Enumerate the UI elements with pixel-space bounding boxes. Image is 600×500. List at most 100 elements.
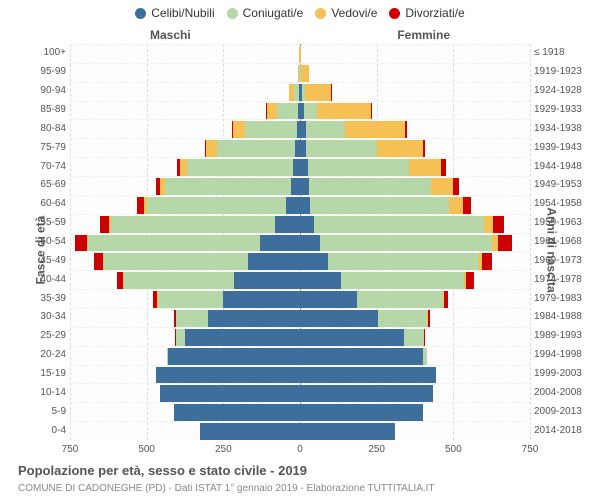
bar-segment-m-married [187, 159, 293, 176]
age-tick-left: 65-69 [26, 180, 66, 190]
pyramid-row [70, 402, 530, 422]
bar-segment-f-widowed [300, 46, 301, 63]
bar-segment-f-single [300, 367, 436, 384]
bar-segment-f-divorced [441, 159, 446, 176]
bar-segment-m-married [124, 272, 234, 289]
legend-label-married: Coniugati/e [243, 6, 304, 20]
age-tick-left: 35-39 [26, 294, 66, 304]
bar-segment-f-married [341, 272, 464, 289]
bar-segment-f-married [320, 235, 492, 252]
pyramid-row [70, 214, 530, 234]
bar-segment-m-divorced [205, 140, 207, 157]
pyramid-row [70, 327, 530, 347]
bar-segment-f-widowed [409, 159, 441, 176]
bar-segment-f-divorced [331, 84, 332, 101]
birth-year-tick-right: 2009-2013 [534, 407, 582, 417]
bar-segment-m-married [245, 121, 297, 138]
x-tick: 500 [138, 444, 155, 455]
bar-segment-f-widowed [449, 197, 463, 214]
plot-area [70, 44, 530, 440]
age-tick-left: 75-79 [26, 143, 66, 153]
x-tick: 750 [62, 444, 79, 455]
bar-segment-m-divorced [174, 310, 176, 327]
bar-segment-f-married [404, 329, 424, 346]
age-tick-left: 70-74 [26, 162, 66, 172]
bar-segment-m-married [277, 103, 298, 120]
bar-segment-m-married [165, 178, 291, 195]
age-tick-left: 10-14 [26, 388, 66, 398]
bar-segment-f-single [300, 216, 314, 233]
bar-segment-m-single [291, 178, 300, 195]
age-tick-left: 5-9 [26, 407, 66, 417]
bar-segment-m-single [275, 216, 300, 233]
bar-segment-f-married [314, 216, 484, 233]
age-tick-left: 40-44 [26, 275, 66, 285]
bar-segment-m-widowed [87, 235, 89, 252]
bar-segment-m-single [248, 253, 300, 270]
pyramid-row [70, 233, 530, 253]
age-tick-left: 20-24 [26, 350, 66, 360]
bar-segment-f-single [300, 385, 433, 402]
chart-title: Popolazione per età, sesso e stato civil… [18, 463, 307, 478]
bar-segment-f-divorced [444, 291, 449, 308]
male-header: Maschi [150, 28, 191, 42]
x-tick: 250 [368, 444, 385, 455]
birth-year-tick-right: 1969-1973 [534, 256, 582, 266]
legend-item-single: Celibi/Nubili [135, 6, 214, 20]
bar-segment-m-widowed [233, 121, 245, 138]
bar-segment-m-divorced [156, 178, 161, 195]
bar-segment-f-single [300, 197, 310, 214]
x-tick: 250 [215, 444, 232, 455]
bar-segment-f-divorced [466, 272, 474, 289]
bar-segment-f-married [304, 103, 318, 120]
bar-segment-f-widowed [301, 65, 309, 82]
pyramid-row [70, 346, 530, 366]
bar-segment-m-divorced [153, 291, 157, 308]
bar-segment-f-divorced [463, 197, 471, 214]
bar-segment-m-married [157, 291, 223, 308]
bar-segment-m-widowed [298, 65, 300, 82]
age-tick-left: 25-29 [26, 331, 66, 341]
grid-line [530, 44, 531, 440]
birth-year-tick-right: 1959-1963 [534, 218, 582, 228]
bar-segment-f-divorced [498, 235, 512, 252]
bar-segment-f-divorced [423, 140, 425, 157]
birth-year-tick-right: 1929-1933 [534, 105, 582, 115]
pyramid-row [70, 138, 530, 158]
birth-year-tick-right: 1949-1953 [534, 180, 582, 190]
bar-segment-m-married [217, 140, 295, 157]
population-pyramid-chart: Celibi/NubiliConiugati/eVedovi/eDivorzia… [0, 0, 600, 500]
pyramid-row [70, 119, 530, 139]
bar-segment-m-married [147, 197, 287, 214]
pyramid-row [70, 251, 530, 271]
bar-segment-m-married [88, 235, 260, 252]
age-tick-left: 80-84 [26, 124, 66, 134]
age-tick-left: 60-64 [26, 199, 66, 209]
bar-segment-f-divorced [424, 329, 425, 346]
bar-segment-m-divorced [232, 121, 233, 138]
birth-year-tick-right: 1919-1923 [534, 67, 582, 77]
legend-swatch-divorced [389, 8, 400, 19]
bar-segment-f-married [328, 253, 478, 270]
legend-label-single: Celibi/Nubili [151, 6, 214, 20]
bar-segment-f-married [309, 178, 432, 195]
bar-segment-f-single [300, 291, 357, 308]
bar-segment-f-married [306, 140, 377, 157]
bar-segment-f-married [306, 121, 346, 138]
pyramid-row [70, 289, 530, 309]
female-header: Femmine [397, 28, 450, 42]
age-tick-left: 90-94 [26, 86, 66, 96]
birth-year-tick-right: 1939-1943 [534, 143, 582, 153]
bar-segment-f-widowed [377, 140, 423, 157]
age-tick-left: 45-49 [26, 256, 66, 266]
bar-segment-f-married [378, 310, 427, 327]
pyramid-row [70, 308, 530, 328]
legend-item-divorced: Divorziati/e [389, 6, 464, 20]
bar-segment-m-widowed [103, 253, 104, 270]
bar-segment-m-single [234, 272, 300, 289]
legend-label-divorced: Divorziati/e [405, 6, 464, 20]
pyramid-row [70, 365, 530, 385]
bar-segment-m-single [286, 197, 300, 214]
bar-segment-m-widowed [206, 140, 217, 157]
age-tick-left: 30-34 [26, 312, 66, 322]
